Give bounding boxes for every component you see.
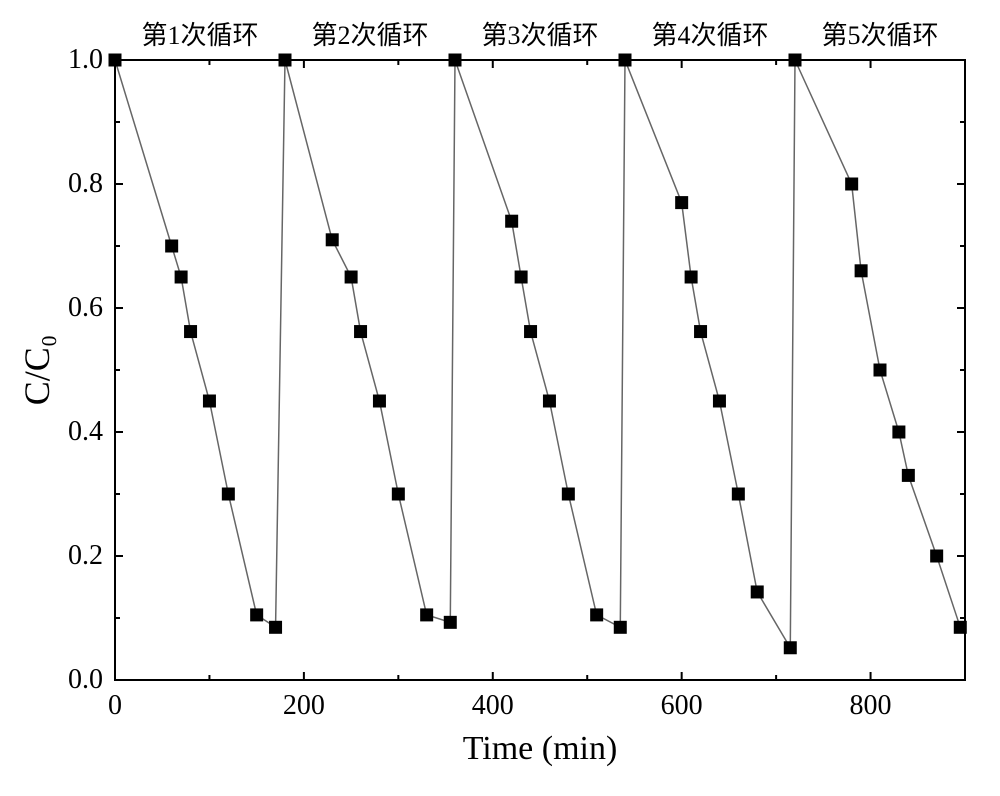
y-tick-label: 1.0 <box>68 44 103 76</box>
y-tick-label: 0.4 <box>68 416 103 448</box>
cycle-label: 第1次循环 <box>141 15 258 52</box>
x-axis-title: Time (min) <box>463 730 618 768</box>
cycle-label: 第5次循环 <box>821 15 938 52</box>
x-tick-label: 0 <box>108 690 122 722</box>
chart-outer: 0 200 400 600 800 0.0 0.2 0.4 0.6 0.8 1.0 Time (min… <box>0 0 1000 796</box>
cycle-label: 第4次循环 <box>651 15 768 52</box>
y-tick-label: 0.8 <box>68 168 103 200</box>
cycle-label: 第3次循环 <box>481 15 598 52</box>
y-tick-label: 0.6 <box>68 292 103 324</box>
y-tick-label: 0.0 <box>68 664 103 696</box>
labels-layer: 02004006008000.00.20.40.60.81.0Time (min… <box>115 60 965 680</box>
x-tick-label: 800 <box>850 690 892 722</box>
x-tick-label: 200 <box>283 690 325 722</box>
x-tick-label: 400 <box>472 690 514 722</box>
x-tick-label: 600 <box>661 690 703 722</box>
chart-container: 02004006008000.00.20.40.60.81.0Time (min… <box>115 60 965 680</box>
y-axis-title: C/C₀ <box>16 335 58 406</box>
cycle-label: 第2次循环 <box>311 15 428 52</box>
y-tick-label: 0.2 <box>68 540 103 572</box>
